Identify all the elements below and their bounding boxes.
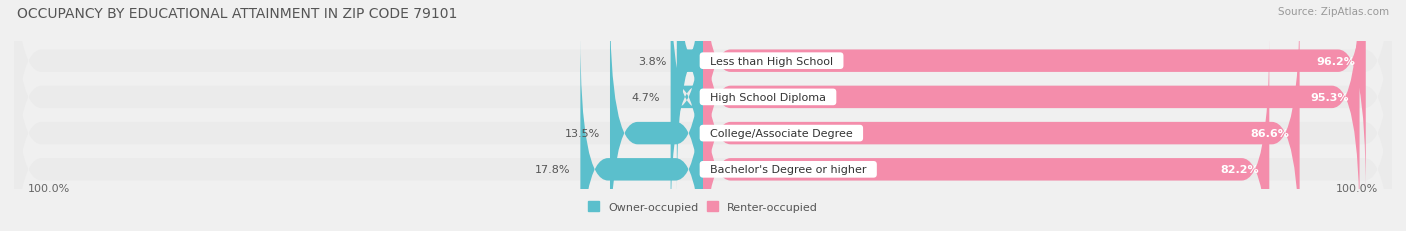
- Text: 86.6%: 86.6%: [1250, 128, 1289, 139]
- Text: High School Diploma: High School Diploma: [703, 92, 832, 103]
- Text: 95.3%: 95.3%: [1310, 92, 1350, 103]
- Text: 82.2%: 82.2%: [1220, 165, 1258, 175]
- Text: 3.8%: 3.8%: [638, 56, 666, 66]
- Legend: Owner-occupied, Renter-occupied: Owner-occupied, Renter-occupied: [583, 197, 823, 216]
- FancyBboxPatch shape: [703, 0, 1299, 231]
- FancyBboxPatch shape: [703, 0, 1360, 231]
- Text: College/Associate Degree: College/Associate Degree: [703, 128, 859, 139]
- FancyBboxPatch shape: [14, 0, 1392, 231]
- Text: 96.2%: 96.2%: [1316, 56, 1355, 66]
- FancyBboxPatch shape: [14, 0, 1392, 195]
- FancyBboxPatch shape: [675, 0, 704, 195]
- Text: Less than High School: Less than High School: [703, 56, 841, 66]
- Text: 13.5%: 13.5%: [564, 128, 599, 139]
- Text: 100.0%: 100.0%: [1336, 183, 1378, 193]
- Text: 17.8%: 17.8%: [534, 165, 569, 175]
- FancyBboxPatch shape: [703, 0, 1365, 195]
- FancyBboxPatch shape: [581, 36, 703, 231]
- FancyBboxPatch shape: [14, 36, 1392, 231]
- Text: 100.0%: 100.0%: [28, 183, 70, 193]
- FancyBboxPatch shape: [14, 0, 1392, 231]
- Text: OCCUPANCY BY EDUCATIONAL ATTAINMENT IN ZIP CODE 79101: OCCUPANCY BY EDUCATIONAL ATTAINMENT IN Z…: [17, 7, 457, 21]
- Text: Bachelor's Degree or higher: Bachelor's Degree or higher: [703, 165, 873, 175]
- FancyBboxPatch shape: [610, 0, 703, 231]
- Text: Source: ZipAtlas.com: Source: ZipAtlas.com: [1278, 7, 1389, 17]
- FancyBboxPatch shape: [671, 0, 703, 231]
- Text: 4.7%: 4.7%: [631, 92, 661, 103]
- FancyBboxPatch shape: [703, 36, 1270, 231]
